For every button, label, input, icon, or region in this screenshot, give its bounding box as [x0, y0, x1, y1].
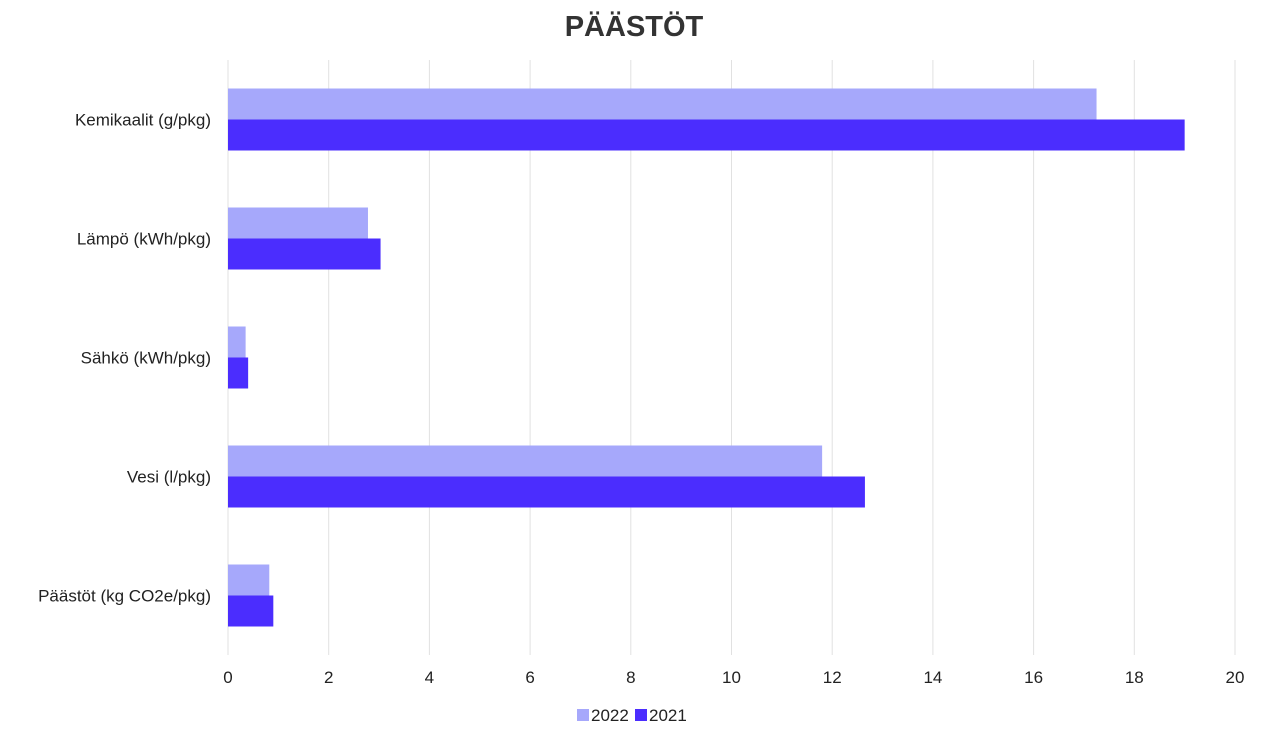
bar-2021	[228, 238, 381, 270]
category-label: Lämpö (kWh/pkg)	[77, 230, 211, 249]
bar-2022	[228, 564, 270, 596]
x-tick-label: 6	[525, 668, 534, 687]
category-label: Vesi (l/pkg)	[127, 468, 211, 487]
bar-2022	[228, 207, 368, 239]
category-labels: Kemikaalit (g/pkg) Lämpö (kWh/pkg) Sähkö (…	[38, 111, 211, 606]
x-tick-label: 0	[223, 668, 232, 687]
bar-2022	[228, 88, 1097, 120]
legend-label: 2021	[649, 706, 687, 725]
legend-swatch	[635, 709, 647, 721]
legend: 2022 2021	[577, 706, 687, 725]
bar-2022	[228, 326, 246, 358]
x-tick-label: 20	[1226, 668, 1245, 687]
chart-title: PÄÄSTÖT	[565, 10, 704, 43]
x-tick-label: 16	[1024, 668, 1043, 687]
category-label: Kemikaalit (g/pkg)	[75, 111, 211, 130]
category-label: Sähkö (kWh/pkg)	[81, 349, 211, 368]
bar-2021	[228, 476, 865, 508]
grid-lines	[227, 60, 1236, 655]
bar-2021	[228, 595, 274, 627]
x-tick-label: 10	[722, 668, 741, 687]
x-axis-tick-labels: 0 2 4 6 8 10 12 14 16 18 20	[223, 668, 1244, 687]
legend-label: 2022	[591, 706, 629, 725]
bars	[228, 88, 1185, 627]
bar-2022	[228, 445, 823, 477]
bar-2021	[228, 357, 249, 389]
x-tick-label: 4	[425, 668, 434, 687]
x-tick-label: 12	[823, 668, 842, 687]
x-tick-label: 14	[923, 668, 942, 687]
x-tick-label: 2	[324, 668, 333, 687]
x-tick-label: 8	[626, 668, 635, 687]
x-tick-label: 18	[1125, 668, 1144, 687]
category-label: Päästöt (kg CO2e/pkg)	[38, 587, 211, 606]
legend-swatch	[577, 709, 589, 721]
bar-2021	[228, 119, 1185, 151]
